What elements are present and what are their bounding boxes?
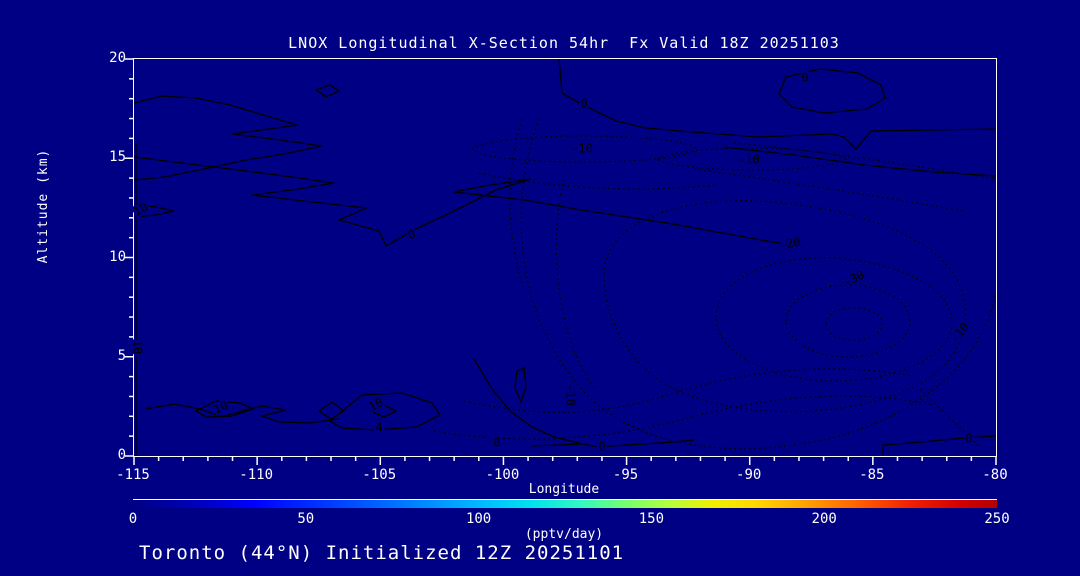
y-tick-label: 10 [109, 248, 126, 265]
axis-tick-marks [125, 58, 997, 465]
contour-label: 4 [375, 421, 382, 435]
colorbar-tick-label: 50 [297, 511, 315, 527]
y-tick-label: 20 [109, 50, 126, 66]
x-tick-label: -95 [612, 467, 639, 483]
contour-label: 0 [493, 436, 500, 450]
colorbar-units: (pptv/day) [524, 527, 604, 542]
contour-label: 0 [598, 440, 605, 454]
x-tick-label: -80 [982, 467, 1008, 483]
y-tick-label: 0 [117, 447, 126, 463]
contour-label: -10 [564, 384, 578, 406]
contour-label: 0 [580, 97, 587, 111]
x-tick-label: -90 [736, 467, 762, 483]
colorbar-tick-label: 100 [465, 511, 492, 527]
y-axis-title: Altitude (km) [36, 148, 51, 264]
solid-contours [133, 58, 997, 456]
contour-label: 0 [801, 71, 808, 85]
run-caption: Toronto (44°N) Initialized 12Z 20251101 [139, 542, 625, 564]
plot-area: 0 0 0 10 10 10 10 4 0 0 0 -10 -10 -10 -10 -20 -30 [125, 58, 997, 465]
x-tick-label: -115 [116, 467, 150, 483]
colorbar-tick-label: 150 [638, 511, 665, 527]
y-tick-label: 5 [117, 347, 126, 364]
contour-label: 0 [965, 432, 972, 446]
x-tick-label: -110 [239, 467, 273, 483]
x-tick-label: -85 [859, 467, 885, 483]
y-tick-label: 15 [109, 149, 126, 166]
contour-label: -10 [738, 153, 760, 167]
contour-label: -10 [947, 320, 972, 346]
dotted-contours [433, 118, 997, 450]
colorbar [133, 499, 997, 508]
x-tick-label: -100 [485, 467, 520, 483]
contour-label: -30 [841, 268, 867, 290]
colorbar-tick-label: 200 [811, 511, 837, 527]
chart-title: LNOX Longitudinal X-Section 54hr Fx Vali… [288, 34, 840, 52]
contour-label: -10 [571, 142, 593, 156]
contour-label: 10 [131, 340, 145, 354]
x-tick-label: -105 [362, 467, 397, 483]
colorbar-tick-label: 0 [128, 511, 138, 527]
colorbar-tick-label: 250 [984, 511, 1010, 527]
x-axis-title: Longitude [528, 482, 600, 497]
contour-label: -20 [778, 235, 802, 253]
